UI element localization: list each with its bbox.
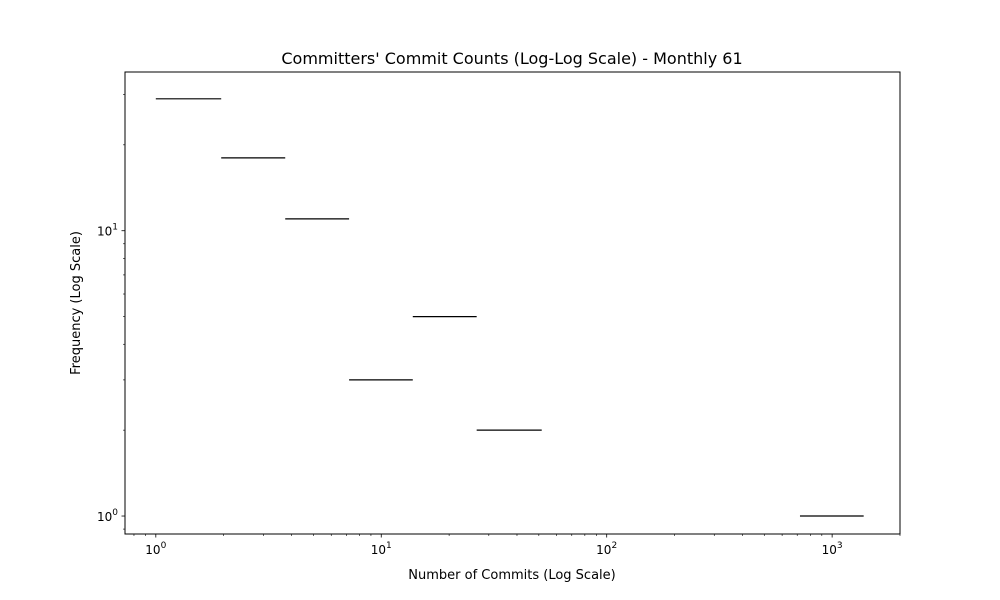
x-tick-label: 102 xyxy=(596,541,617,557)
x-tick-label: 103 xyxy=(822,541,843,557)
chart-title: Committers' Commit Counts (Log-Log Scale… xyxy=(281,49,742,68)
x-axis-label: Number of Commits (Log Scale) xyxy=(408,568,615,583)
y-tick-label: 100 xyxy=(97,508,118,524)
plot-layer xyxy=(155,98,864,517)
x-tick-label: 101 xyxy=(371,541,392,557)
ticks-layer: 100 101 102 103 100 101 xyxy=(97,94,901,557)
y-axis-label: Frequency (Log Scale) xyxy=(69,231,84,375)
plot-frame xyxy=(124,71,901,535)
y-tick-label: 101 xyxy=(97,223,118,239)
x-tick-label: 100 xyxy=(145,541,166,557)
